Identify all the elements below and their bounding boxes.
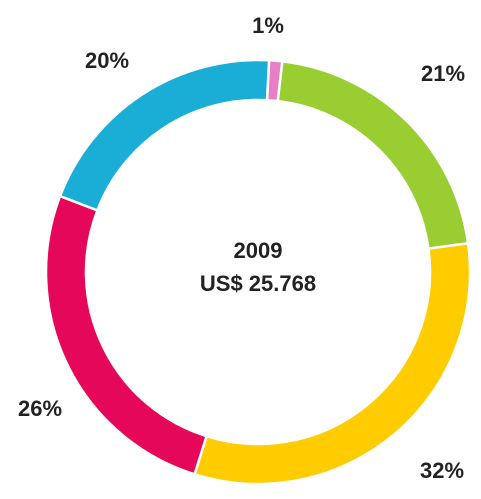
slice-label: 21% <box>421 61 465 86</box>
center-subtitle: US$ 25.768 <box>200 271 316 296</box>
donut-slice <box>58 58 271 212</box>
slice-label: 1% <box>252 13 284 38</box>
donut-slice <box>276 60 470 251</box>
slice-label: 32% <box>420 458 464 483</box>
donut-slice <box>44 194 209 476</box>
center-title: 2009 <box>234 238 283 263</box>
slice-label: 20% <box>85 48 129 73</box>
slice-label: 26% <box>18 396 62 421</box>
